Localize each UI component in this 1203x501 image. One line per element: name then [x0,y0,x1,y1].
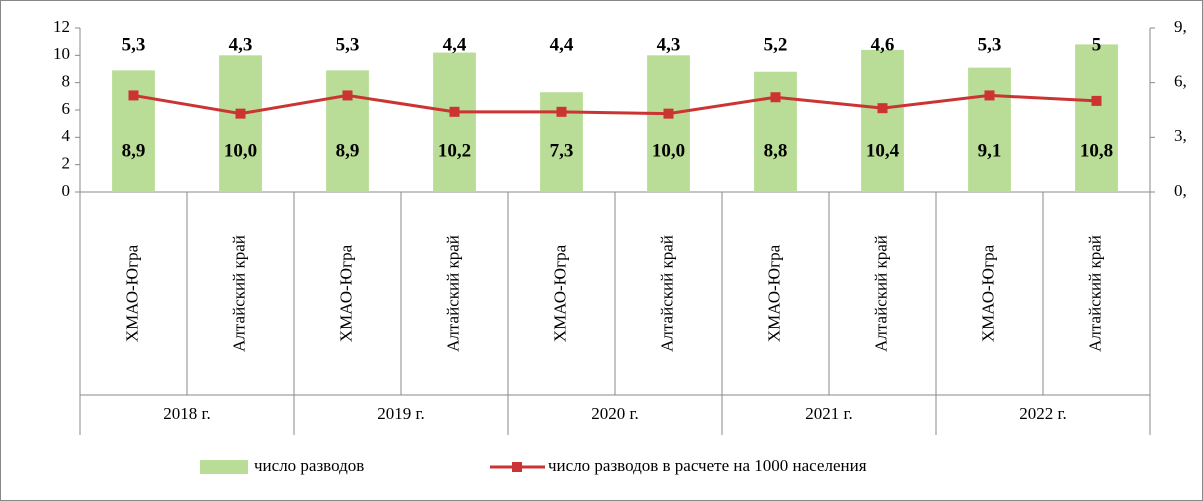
bar [754,71,797,192]
line-marker [342,90,353,101]
x-tick-label: Алтайский край [657,235,676,352]
line-marker [663,108,674,119]
y-tick-label: 8 [62,72,71,91]
group-label: 2019 г. [377,404,425,423]
group-label: 2021 г. [805,404,853,423]
y-tick-label: 2 [62,154,71,173]
x-tick-label: ХМАО-Югра [550,244,569,342]
line [133,93,1097,116]
y-tick-label: 10 [53,44,70,63]
line-value-label: 4,4 [443,34,467,55]
line-marker [1091,95,1102,106]
y-tick-label: 12 [53,17,70,36]
x-tick-label: ХМАО-Югра [122,244,141,342]
legend-swatch [200,460,248,474]
bar-value-label: 8,9 [336,140,360,161]
x-tick-label: ХМАО-Югра [336,244,355,342]
x-tick-label: Алтайский край [1085,235,1104,352]
line-marker [235,108,246,119]
x-tick-label: Алтайский край [443,235,462,352]
line-value-label: 5,2 [764,34,788,55]
y2-tick-label: 3, [1174,126,1187,145]
line-value-label: 5,3 [978,34,1002,55]
line-value-label: 4,3 [657,34,681,55]
y2-tick-label: 0, [1174,181,1187,200]
bar [968,67,1011,192]
y-tick-label: 6 [62,99,71,118]
line-marker [984,90,995,101]
bar [433,52,476,192]
legend-swatch [512,462,522,472]
y-tick-label: 0 [62,181,71,200]
bar [1075,44,1118,193]
bar-value-label: 9,1 [978,140,1002,161]
line-value-label: 5,3 [122,34,146,55]
bar-value-label: 7,3 [550,140,574,161]
legend-label: число разводов в расчете на 1000 населен… [548,456,867,475]
x-tick-label: Алтайский край [871,235,890,352]
bar [861,49,904,192]
line-value-label: 4,6 [871,34,895,55]
line-marker [877,103,888,114]
line-value-label: 5,3 [336,34,360,55]
group-label: 2018 г. [163,404,211,423]
legend-label: число разводов [254,456,364,475]
bar [219,55,262,193]
line-value-label: 4,4 [550,34,574,55]
line-marker [770,92,781,103]
bar-value-label: 8,9 [122,140,146,161]
line-marker [556,106,567,117]
bar-value-label: 8,8 [764,140,788,161]
line-marker [449,106,460,117]
bar-value-label: 10,0 [224,140,257,161]
y-tick-label: 4 [62,126,71,145]
y2-tick-label: 9, [1174,17,1187,36]
bar-value-label: 10,4 [866,140,900,161]
y2-tick-label: 6, [1174,72,1187,91]
line-value-label: 5 [1092,34,1102,55]
bar-value-label: 10,8 [1080,140,1113,161]
line-marker [128,90,139,101]
group-label: 2022 г. [1019,404,1067,423]
bar [326,70,369,192]
line-value-label: 4,3 [229,34,253,55]
bar-value-label: 10,2 [438,140,471,161]
x-tick-label: ХМАО-Югра [978,244,997,342]
group-label: 2020 г. [591,404,639,423]
x-tick-label: Алтайский край [229,235,248,352]
x-tick-label: ХМАО-Югра [764,244,783,342]
bar [112,70,155,192]
bar [647,55,690,193]
bar-value-label: 10,0 [652,140,685,161]
